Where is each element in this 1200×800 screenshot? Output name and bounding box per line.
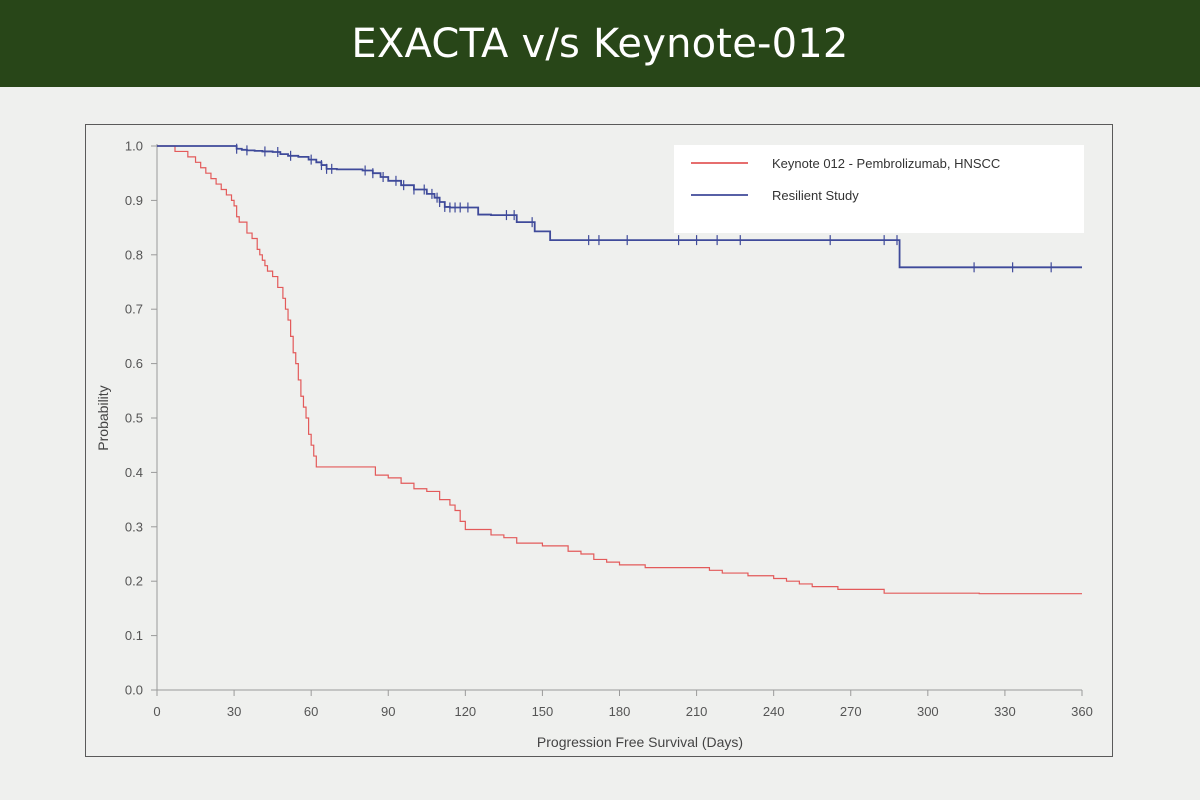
y-tick-label: 0.4	[125, 465, 143, 480]
y-tick-label: 0.2	[125, 574, 143, 589]
y-tick-label: 0.7	[125, 302, 143, 317]
y-tick-label: 0.3	[125, 519, 143, 534]
legend-label-resilient: Resilient Study	[772, 188, 859, 203]
x-tick-label: 180	[609, 704, 631, 719]
x-tick-label: 60	[304, 704, 318, 719]
y-tick-label: 0.1	[125, 628, 143, 643]
y-tick-label: 1.0	[125, 139, 143, 154]
x-tick-label: 270	[840, 704, 862, 719]
x-tick-label: 210	[686, 704, 708, 719]
y-tick-label: 0.6	[125, 356, 143, 371]
y-axis-title: Probability	[95, 385, 111, 450]
x-tick-label: 90	[381, 704, 395, 719]
y-tick-label: 0.5	[125, 411, 143, 426]
header-bar: EXACTA v/s Keynote-012	[0, 0, 1200, 87]
y-tick-label: 0.8	[125, 247, 143, 262]
chart-frame: 0.0 0.1 0.2 0.3 0.4 0.5 0.6 0.7 0.8 0.9 1.0 0 30 60 90…	[85, 124, 1113, 757]
y-tick-label: 0.0	[125, 683, 143, 698]
keynote-curve	[157, 145, 1082, 595]
x-tick-label: 0	[153, 704, 160, 719]
legend-box	[674, 145, 1084, 233]
x-tick-label: 240	[763, 704, 785, 719]
km-plot: 0.0 0.1 0.2 0.3 0.4 0.5 0.6 0.7 0.8 0.9 1.0 0 30 60 90…	[95, 139, 1093, 751]
x-tick-label: 150	[532, 704, 554, 719]
series-layer	[157, 143, 1082, 595]
page-title: EXACTA v/s Keynote-012	[351, 20, 849, 67]
x-tick-label: 360	[1071, 704, 1093, 719]
legend: Keynote 012 - Pembrolizumab, HNSCC Resil…	[674, 145, 1084, 233]
x-axis-title: Progression Free Survival (Days)	[537, 734, 743, 750]
resilient-curve	[157, 145, 1082, 269]
legend-label-keynote: Keynote 012 - Pembrolizumab, HNSCC	[772, 156, 1000, 171]
x-tick-label: 120	[454, 704, 476, 719]
x-tick-label: 30	[227, 704, 241, 719]
x-tick-label: 300	[917, 704, 939, 719]
axes: 0.0 0.1 0.2 0.3 0.4 0.5 0.6 0.7 0.8 0.9 1.0 0 30 60 90…	[125, 139, 1093, 720]
y-tick-label: 0.9	[125, 193, 143, 208]
x-tick-label: 330	[994, 704, 1016, 719]
